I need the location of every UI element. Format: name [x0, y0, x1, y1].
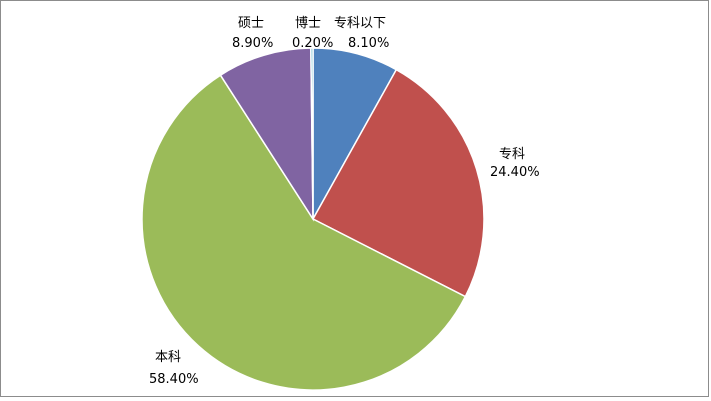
slice-label-name: 专科以下	[334, 16, 386, 31]
label-group-zhuanke-yixia: 专科以下 8.10%	[334, 16, 389, 51]
slice-boshi	[310, 47, 314, 220]
slice-benke	[141, 74, 467, 391]
slice-label-value: 8.10%	[348, 36, 389, 51]
slice-label-value: 0.20%	[292, 36, 333, 51]
slice-label-value: 24.40%	[490, 165, 540, 180]
slice-label-name: 硕士	[238, 16, 264, 31]
slice-label-value: 58.40%	[149, 372, 199, 387]
slice-label-value: 8.90%	[232, 36, 273, 51]
slice-label-name: 专科	[499, 147, 525, 162]
label-group-benke: 本科 58.40%	[149, 350, 199, 387]
slice-shuoshi	[219, 47, 314, 222]
label-group-boshi: 博士 0.20%	[292, 16, 333, 51]
label-group-shuoshi: 硕士 8.90%	[232, 16, 273, 51]
slice-label-name: 博士	[295, 16, 321, 31]
slice-label-name: 本科	[155, 350, 181, 365]
slice-zhuanke	[311, 68, 485, 298]
pie-slices	[141, 47, 485, 391]
label-group-zhuanke: 专科 24.40%	[490, 147, 540, 180]
